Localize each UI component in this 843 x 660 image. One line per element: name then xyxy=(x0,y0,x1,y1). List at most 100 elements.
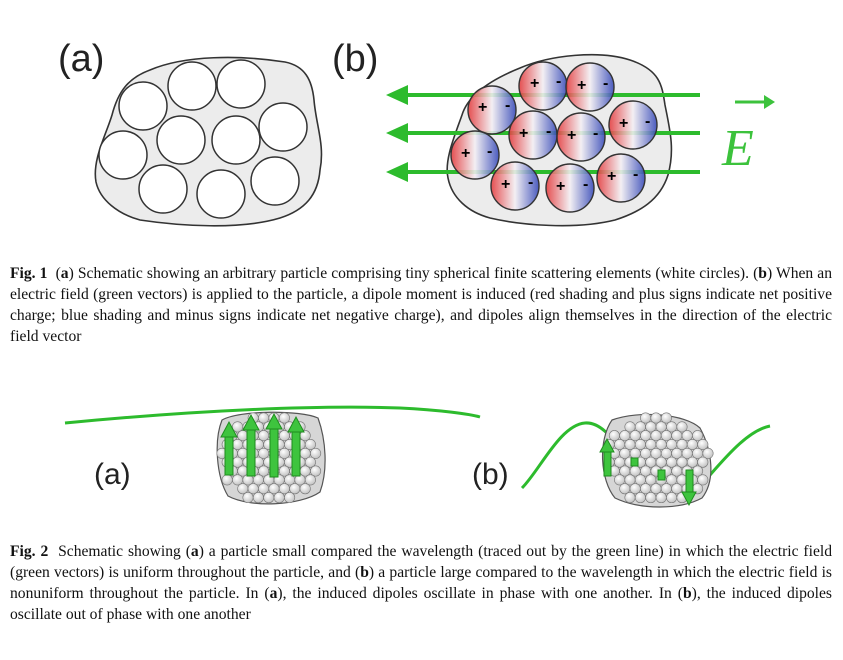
dipole-sphere xyxy=(565,62,615,112)
plus-sign: + xyxy=(519,125,528,142)
dipole-sphere xyxy=(450,130,500,180)
particle-subunit xyxy=(660,412,672,424)
scattering-element xyxy=(211,115,261,165)
particle-subunit xyxy=(284,492,296,504)
dipole-sphere xyxy=(556,112,606,162)
fig1-panel-a-label: (a) xyxy=(58,38,105,80)
field-arrow xyxy=(242,413,260,477)
particle-subunit xyxy=(310,447,322,459)
fig2-caption-label: Fig. 2 xyxy=(10,543,49,560)
plus-sign: + xyxy=(607,168,616,185)
caption-ref: a xyxy=(269,585,278,602)
fig1b-charge-signs: + - + - + - + - + - + - + - + - + - + - xyxy=(461,73,650,195)
particle-subunit xyxy=(645,492,657,504)
particle-subunit xyxy=(242,492,254,504)
caption-text: ), the induced dipoles oscillate out of … xyxy=(10,585,832,623)
dipole-sphere xyxy=(545,163,595,213)
minus-sign: - xyxy=(593,125,598,142)
scattering-element xyxy=(138,164,188,214)
particle-subunit xyxy=(278,412,290,424)
fig1b-dipoles xyxy=(450,61,658,213)
field-arrow xyxy=(220,420,238,476)
plus-sign: + xyxy=(556,178,565,195)
field-arrow xyxy=(599,437,615,477)
scattering-element xyxy=(216,59,266,109)
minus-sign: - xyxy=(556,73,561,90)
scattering-element xyxy=(258,102,308,152)
particle-subunit xyxy=(676,421,688,433)
particle-subunit xyxy=(273,492,285,504)
fig2a-wave-line xyxy=(64,405,481,425)
particle-subunit xyxy=(697,456,709,468)
minus-sign: - xyxy=(603,75,608,92)
minus-sign: - xyxy=(487,143,492,160)
plus-sign: + xyxy=(619,115,628,132)
caption-text: ) Schematic showing an arbitrary particl… xyxy=(68,265,759,282)
minus-sign: - xyxy=(645,113,650,130)
plus-sign: + xyxy=(461,145,470,162)
plus-sign: + xyxy=(478,99,487,116)
particle-subunit xyxy=(304,474,316,486)
plus-sign: + xyxy=(567,127,576,144)
dipole-sphere xyxy=(608,100,658,150)
fig2b-field-arrows xyxy=(599,437,697,507)
minus-sign: - xyxy=(505,97,510,114)
particle-subunit xyxy=(655,492,667,504)
particle-subunit xyxy=(263,492,275,504)
caption-text: ) a particle large compared to the wavel… xyxy=(10,564,832,602)
field-arrow xyxy=(630,457,639,467)
caption-text: Schematic showing ( xyxy=(58,543,191,560)
particle-subunit xyxy=(221,474,233,486)
minus-sign: - xyxy=(633,166,638,183)
fig2-panel-b-label: (b) xyxy=(472,458,509,491)
scattering-element xyxy=(250,156,300,206)
particle-subunit xyxy=(697,439,709,451)
fig1-panel-b-label: (b) xyxy=(332,38,379,80)
caption-ref: b xyxy=(682,585,692,602)
plus-sign: + xyxy=(577,77,586,94)
minus-sign: - xyxy=(546,123,551,140)
caption-text: ) a particle small compared the waveleng… xyxy=(10,543,833,581)
field-arrow xyxy=(287,415,305,477)
caption-ref: b xyxy=(360,564,369,581)
caption-text: ) When an electric field (green vectors)… xyxy=(10,265,833,345)
fig1-caption: Fig. 1 (a) Schematic showing an arbitrar… xyxy=(10,263,832,347)
particle-subunit xyxy=(304,456,316,468)
particle-subunit xyxy=(252,492,264,504)
caption-ref: a xyxy=(60,265,69,282)
minus-sign: - xyxy=(528,174,533,191)
plus-sign: + xyxy=(530,75,539,92)
scattering-element xyxy=(98,130,148,180)
particle-subunit xyxy=(692,430,704,442)
particle-subunit xyxy=(299,483,311,495)
caption-text: ), the induced dipoles oscillate in phas… xyxy=(277,585,683,602)
fig1-caption-label: Fig. 1 xyxy=(10,265,48,282)
minus-sign: - xyxy=(583,176,588,193)
scattering-element xyxy=(196,169,246,219)
scattering-element xyxy=(156,115,206,165)
caption-ref: a xyxy=(190,543,199,560)
dipole-sphere xyxy=(596,153,646,203)
field-arrow xyxy=(265,412,283,478)
particle-subunit xyxy=(702,447,714,459)
caption-ref: b xyxy=(758,265,767,282)
scattering-element xyxy=(167,61,217,111)
electric-field-symbol: E xyxy=(721,120,754,177)
field-arrow xyxy=(681,469,697,507)
particle-subunit xyxy=(304,439,316,451)
fig2b-particle xyxy=(602,412,714,508)
fig1a-scattering-elements xyxy=(98,59,308,219)
fig2-panel-a-label: (a) xyxy=(94,458,131,491)
caption-text: ( xyxy=(55,265,61,282)
particle-subunit xyxy=(666,492,678,504)
fig2a-field-arrows xyxy=(220,412,305,478)
particle-subunit xyxy=(634,492,646,504)
fig2-caption: Fig. 2 Schematic showing (a) a particle … xyxy=(10,541,832,625)
vector-arrow-icon xyxy=(735,95,775,109)
field-arrow xyxy=(657,469,666,481)
plus-sign: + xyxy=(501,176,510,193)
particle-subunit xyxy=(624,492,636,504)
particle-subunits xyxy=(603,412,714,504)
dipole-sphere xyxy=(490,161,540,211)
